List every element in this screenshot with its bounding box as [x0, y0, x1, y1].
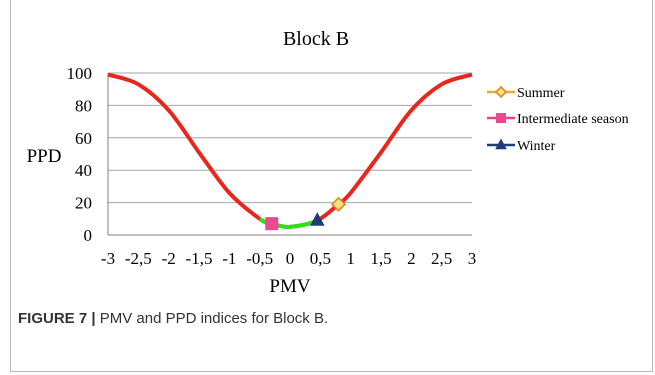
legend-marker-summer: [494, 85, 508, 99]
x-tick-label: -1: [222, 249, 236, 268]
grid-lines: [108, 72, 472, 204]
comfort-curve-segment: [259, 216, 321, 229]
axes: [107, 73, 472, 236]
x-tick-label: -1,5: [186, 249, 213, 268]
x-tick-label: 1: [346, 249, 355, 268]
legend-marker-intermediate-season: [496, 113, 506, 123]
y-tick-label: 20: [75, 194, 92, 213]
chart-title: Block B: [283, 28, 349, 50]
y-tick-label: 0: [84, 226, 93, 245]
marker-winter: [309, 212, 325, 226]
marker-summer: [330, 196, 347, 212]
legend-label-intermediate-season: Intermediate season: [517, 112, 629, 127]
x-tick-label: -3: [101, 249, 115, 268]
caption-label: FIGURE 7 |: [18, 310, 96, 327]
y-tick-labels: 0 20 40 60 80 100: [67, 64, 93, 245]
legend-label-winter: Winter: [517, 139, 556, 154]
x-tick-label: 3: [468, 249, 477, 268]
legend-marker-winter: [495, 138, 507, 150]
y-tick-label: 60: [75, 129, 92, 148]
caption-text: PMV and PPD indices for Block B.: [95, 310, 329, 327]
x-tick-label: -2: [162, 249, 176, 268]
y-tick-label: 80: [75, 96, 92, 115]
marker-intermediate-season: [265, 217, 279, 231]
x-tick-label: 1,5: [370, 249, 391, 268]
season-markers: [265, 196, 347, 231]
figure-frame: [10, 0, 653, 372]
y-axis-label: PPD: [27, 146, 62, 167]
x-tick-label: 2,5: [431, 249, 452, 268]
y-tick-label: 40: [75, 161, 92, 180]
x-axis-label: PMV: [269, 276, 310, 297]
legend: Summer Intermediate season Winter: [487, 85, 629, 154]
legend-label-summer: Summer: [517, 86, 565, 101]
ppd-curve-group: [107, 72, 473, 229]
x-tick-label: -0,5: [246, 249, 273, 268]
x-tick-labels: -3 -2,5 -2 -1,5 -1 -0,5 0 0,5 1 1,5 2 2,5 3: [101, 249, 476, 268]
y-tick-label: 100: [67, 64, 93, 83]
ppd-curve: [107, 72, 473, 229]
figure-caption: FIGURE 7 | PMV and PPD indices for Block…: [18, 310, 638, 327]
x-tick-label: 0,5: [310, 249, 331, 268]
x-tick-label: 0: [286, 249, 295, 268]
x-tick-label: 2: [407, 249, 416, 268]
x-tick-label: -2,5: [125, 249, 152, 268]
